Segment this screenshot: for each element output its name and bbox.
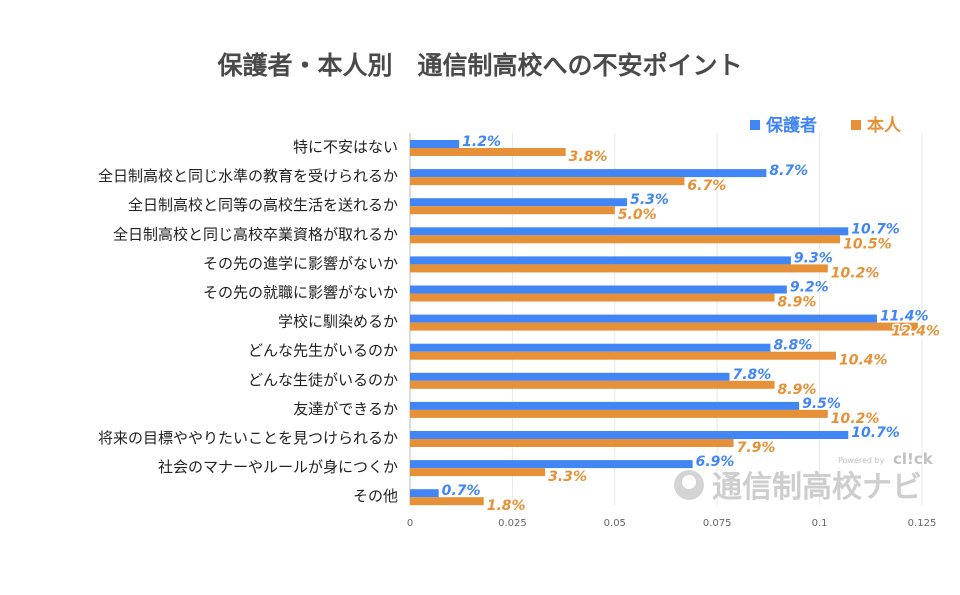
watermark-brand-logo: cl!ck	[893, 450, 934, 468]
bar-self	[410, 322, 918, 331]
bar-self	[410, 468, 546, 477]
bar-parent	[410, 227, 849, 236]
category-label: その先の就職に影響がないか	[203, 284, 398, 302]
legend-label-self: 本人	[867, 115, 902, 136]
bar-parent	[410, 489, 439, 498]
category-label: 友達ができるか	[293, 400, 398, 418]
legend: 保護者 本人	[750, 115, 902, 136]
value-label-parent: 1.2%	[462, 134, 501, 150]
category-label: 特に不安はない	[293, 138, 398, 156]
value-label-self: 1.8%	[487, 498, 526, 514]
category-label: 将来の目標ややりたいことを見つけられるか	[98, 429, 398, 447]
value-label-self: 12.4%	[891, 324, 940, 340]
category-label: 全日制高校と同等の高校生活を送れるか	[128, 196, 398, 214]
bar-parent	[410, 343, 771, 352]
bar-parent	[410, 460, 693, 469]
x-tick-label: 0.075	[703, 518, 732, 529]
category-label: 全日制高校と同じ水準の教育を受けられるか	[98, 167, 398, 185]
value-label-parent: 7.8%	[732, 367, 771, 383]
bar-parent	[410, 372, 730, 381]
bar-self	[410, 497, 484, 506]
value-label-parent: 8.7%	[769, 163, 808, 179]
bar-self	[410, 206, 615, 215]
bar-self	[410, 351, 836, 360]
chart-title: 保護者・本人別 通信制高校への不安ポイント	[217, 51, 743, 80]
bar-self	[410, 177, 685, 186]
value-label-parent: 10.7%	[851, 425, 900, 441]
bar-parent	[410, 256, 791, 265]
x-axis-tick-labels: 0 0.025 0.05 0.075 0.1 0.125	[407, 518, 937, 529]
watermark-mascot-face-icon	[682, 475, 696, 489]
value-label-parent: 9.5%	[802, 396, 841, 412]
bar-self	[410, 439, 734, 447]
bar-parent	[410, 140, 460, 148]
category-label: その先の進学に影響がないか	[203, 254, 398, 272]
value-label-self: 7.9%	[737, 440, 776, 456]
bar-parent	[410, 169, 767, 178]
value-label-self: 3.3%	[548, 469, 587, 485]
bar-self	[410, 235, 841, 244]
x-tick-label: 0.125	[908, 518, 937, 529]
value-label-parent: 8.8%	[773, 338, 812, 354]
category-label: どんな先生がいるのか	[248, 342, 398, 360]
value-label-parent: 10.7%	[851, 221, 900, 237]
value-label-parent: 0.7%	[442, 483, 481, 499]
value-label-parent: 6.9%	[696, 454, 735, 470]
bar-self	[410, 380, 775, 389]
value-label-parent: 9.3%	[794, 250, 833, 266]
category-label: 社会のマナーやルールが身につくか	[158, 458, 398, 476]
value-label-self: 6.7%	[687, 178, 726, 194]
value-label-self: 10.2%	[831, 265, 880, 281]
x-tick-label: 0	[407, 518, 413, 529]
legend-swatch-self	[851, 120, 861, 130]
value-label-parent: 5.3%	[630, 192, 669, 208]
x-tick-label: 0.1	[812, 518, 828, 529]
value-labels: 1.2%3.8%8.7%6.7%5.3%5.0%10.7%10.5%9.3%10…	[440, 133, 941, 516]
category-labels: 特に不安はない全日制高校と同じ水準の教育を受けられるか全日制高校と同等の高校生活…	[98, 138, 398, 505]
bar-parent	[410, 401, 800, 410]
bars-layer	[410, 140, 918, 506]
bar-self	[410, 148, 566, 156]
value-label-parent: 9.2%	[790, 280, 829, 296]
bar-parent	[410, 431, 849, 439]
value-label-self: 5.0%	[618, 207, 657, 223]
value-label-self: 10.5%	[843, 236, 892, 252]
category-label: どんな生徒がいるのか	[248, 371, 398, 389]
category-label: 全日制高校と同じ高校卒業資格が取れるか	[113, 225, 398, 243]
value-label-self: 8.9%	[778, 295, 817, 311]
watermark: Powered by cl!ck 通信制高校ナビ	[674, 450, 934, 505]
value-label-self: 10.2%	[831, 411, 880, 427]
value-label-self: 10.4%	[839, 353, 888, 369]
bar-parent	[410, 314, 877, 323]
bar-parent	[410, 198, 628, 207]
x-tick-label: 0.05	[604, 518, 626, 529]
bar-self	[410, 293, 775, 302]
watermark-text: 通信制高校ナビ	[712, 470, 922, 505]
value-label-self: 8.9%	[778, 382, 817, 398]
bar-self	[410, 264, 828, 273]
legend-label-parent: 保護者	[765, 115, 817, 136]
value-label-parent: 11.4%	[880, 309, 929, 325]
category-label: その他	[353, 487, 398, 505]
bar-self	[410, 409, 828, 418]
x-tick-label: 0.025	[498, 518, 527, 529]
category-label: 学校に馴染めるか	[278, 313, 398, 331]
watermark-powered-by: Powered by	[838, 456, 885, 465]
value-label-self: 3.8%	[569, 149, 608, 165]
bar-parent	[410, 285, 787, 294]
legend-swatch-parent	[750, 120, 760, 130]
